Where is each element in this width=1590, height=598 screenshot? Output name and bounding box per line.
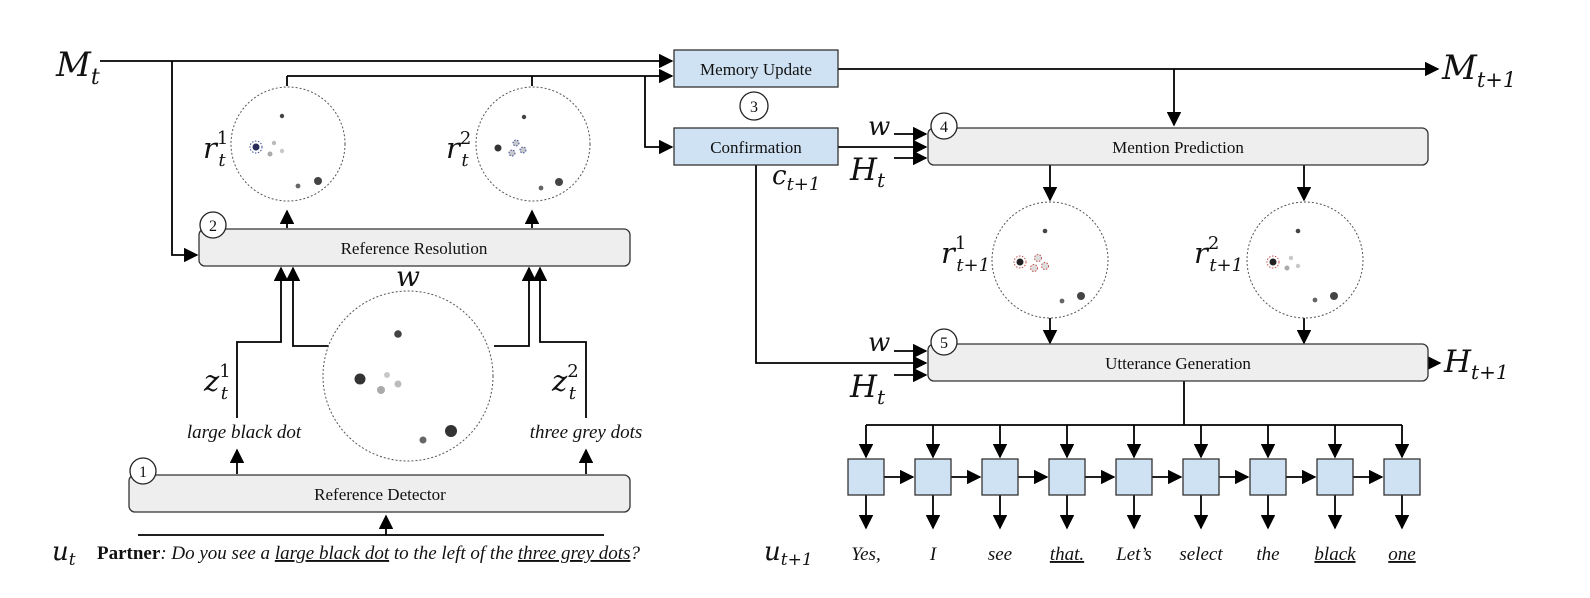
generated-token: black	[1314, 544, 1356, 565]
r-t1-next-dot-view	[991, 201, 1109, 319]
generated-token: the	[1256, 544, 1279, 565]
reference-detector-module: Reference Detector	[128, 474, 631, 513]
decoder-cell	[1048, 458, 1086, 496]
mention-three-grey-dots: three grey dots	[530, 422, 643, 443]
r-t2-dot-view	[475, 86, 591, 202]
svg-text:4: 4	[940, 119, 948, 136]
step-2-badge: 2	[199, 211, 227, 239]
step-1-badge: 1	[129, 457, 157, 485]
m-t-label: Mt	[55, 45, 100, 90]
decoder-cell	[847, 458, 885, 496]
speaker-label: Partner	[97, 543, 161, 564]
generated-token: I	[929, 544, 938, 565]
step-5-badge: 5	[930, 328, 958, 356]
mention-prediction-label: Mention Prediction	[1112, 138, 1244, 157]
reference-resolution-label: Reference Resolution	[341, 239, 488, 258]
r-t1-dot-view	[230, 86, 346, 202]
h-t-mention-label: Ht	[849, 152, 886, 192]
step-4-badge: 4	[930, 112, 958, 140]
decoder-cell	[981, 458, 1019, 496]
step-3-badge: 3	[739, 91, 769, 121]
utterance-generation-label: Utterance Generation	[1105, 354, 1251, 373]
memory-update-module: Memory Update	[673, 49, 839, 88]
c-t-plus-1-label: ct+1	[772, 161, 820, 195]
decoder-connectors	[858, 425, 1410, 530]
w-dot-view	[322, 290, 494, 462]
partner-utterance: Partner: Do you see a large black dot to…	[97, 543, 640, 564]
underlined-mention-2: three grey dots	[518, 543, 631, 564]
u-t-label: ut	[52, 537, 76, 570]
confirmation-module: Confirmation	[673, 127, 839, 166]
decoder-cell	[1182, 458, 1220, 496]
w-input-mention-label: w	[868, 112, 890, 142]
h-t-utterance-label: Ht	[849, 369, 886, 409]
decoder-cell	[1115, 458, 1153, 496]
svg-text:3: 3	[750, 99, 758, 116]
svg-text:2: 2	[209, 218, 217, 235]
mention-prediction-module: Mention Prediction	[927, 127, 1429, 166]
reference-resolution-module: Reference Resolution	[198, 228, 631, 267]
r-t2-next-label: r2 t+1	[1194, 233, 1243, 276]
mention-large-black-dot: large black dot	[187, 422, 302, 443]
reference-detector-label: Reference Detector	[314, 485, 446, 504]
z-t1-label: z1 t	[203, 361, 231, 404]
generated-token: Yes,	[851, 544, 880, 565]
decoder-cell	[1249, 458, 1287, 496]
m-t-plus-1-label: Mt+1	[1441, 48, 1516, 92]
generated-token: Let’s	[1115, 544, 1152, 565]
r-t2-label: r2 t	[446, 128, 471, 171]
decoder-cell	[1383, 458, 1421, 496]
generated-token: one	[1388, 544, 1415, 565]
generated-token: see	[988, 544, 1012, 565]
svg-text:1: 1	[139, 464, 147, 481]
r-t1-next-label: r1 t+1	[941, 233, 990, 276]
w-input-utterance-label: w	[868, 328, 890, 358]
u-t-plus-1-label: ut+1	[764, 537, 813, 570]
w-label: w	[396, 260, 420, 293]
utterance-generation-module: Utterance Generation	[927, 343, 1429, 382]
svg-text:5: 5	[940, 335, 948, 352]
memory-update-label: Memory Update	[700, 60, 812, 79]
h-t-plus-1-label: Ht+1	[1443, 344, 1509, 384]
generated-token: that.	[1050, 544, 1084, 565]
generated-token: select	[1179, 544, 1223, 565]
confirmation-label: Confirmation	[710, 138, 802, 157]
r-t1-label: r1 t	[203, 128, 228, 171]
r-t2-next-dot-view	[1246, 201, 1364, 319]
underlined-mention-1: large black dot	[275, 543, 390, 564]
z-t2-label: z2 t	[551, 361, 579, 404]
decoder-cell	[914, 458, 952, 496]
decoder-cell	[1316, 458, 1354, 496]
